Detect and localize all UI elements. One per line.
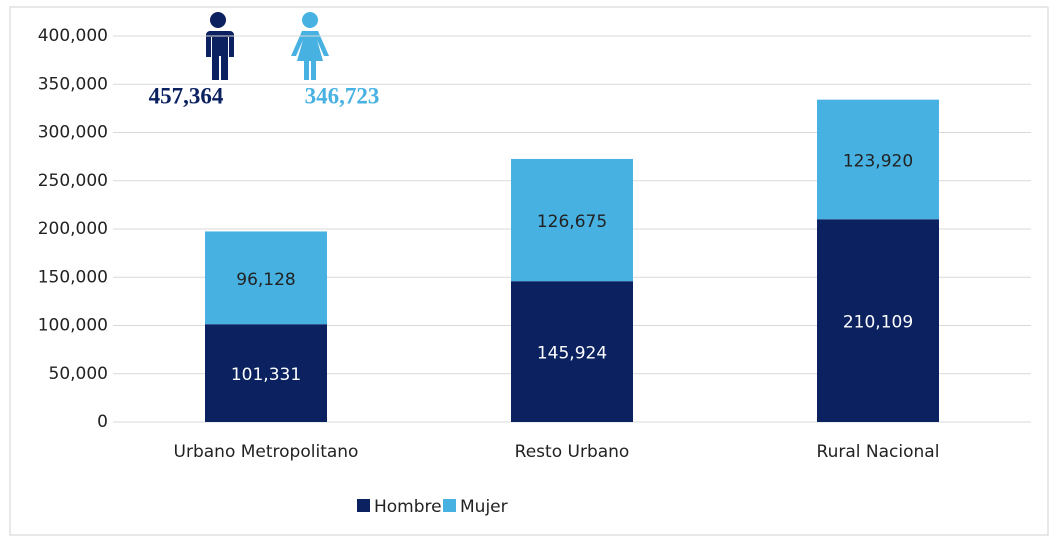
y-tick-label: 50,000 <box>49 364 108 384</box>
female-icon <box>291 12 329 80</box>
y-tick-label: 100,000 <box>38 316 108 336</box>
annotation: 457,364 <box>149 83 224 108</box>
x-tick-label: Urbano Metropolitano <box>174 442 359 462</box>
y-tick-label: 300,000 <box>38 123 108 143</box>
x-tick-label: Rural Nacional <box>817 442 940 462</box>
legend-swatch <box>443 499 456 512</box>
bar-segment <box>511 158 633 282</box>
legend-label: Hombre <box>374 497 442 517</box>
data-label: 145,924 <box>537 344 607 364</box>
data-label: 123,920 <box>843 151 913 171</box>
data-label: 126,675 <box>537 212 607 232</box>
y-tick-label: 400,000 <box>38 26 108 46</box>
y-tick-label: 150,000 <box>38 267 108 287</box>
bar-segment <box>511 281 633 422</box>
bar-segment <box>817 219 939 422</box>
male-icon <box>206 12 234 80</box>
y-tick-label: 250,000 <box>38 171 108 191</box>
data-label: 96,128 <box>236 270 295 290</box>
y-tick-label: 350,000 <box>38 74 108 94</box>
data-label: 210,109 <box>843 313 913 333</box>
annotation: 346,723 <box>305 83 380 108</box>
legend-swatch <box>357 499 370 512</box>
x-tick-label: Resto Urbano <box>515 442 630 462</box>
data-label: 101,331 <box>231 365 301 385</box>
legend-label: Mujer <box>460 497 508 517</box>
bar-segment <box>205 324 327 422</box>
y-tick-label: 200,000 <box>38 219 108 239</box>
y-tick-label: 0 <box>97 412 108 432</box>
bar-segment <box>205 231 327 325</box>
bar-segment <box>817 99 939 220</box>
